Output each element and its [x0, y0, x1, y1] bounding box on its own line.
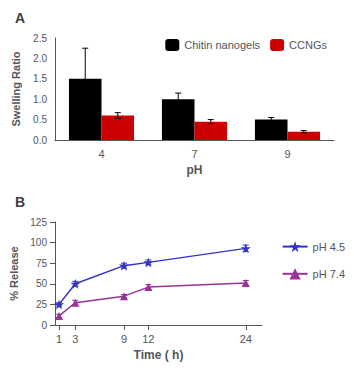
svg-text:pH: pH — [187, 163, 203, 177]
svg-text:75: 75 — [36, 258, 48, 269]
svg-text:1.5: 1.5 — [33, 73, 47, 84]
svg-text:B: B — [15, 194, 25, 210]
svg-text:Time ( h): Time ( h) — [134, 348, 184, 362]
svg-text:1.0: 1.0 — [33, 94, 47, 105]
svg-text:24: 24 — [240, 333, 252, 345]
svg-text:50: 50 — [36, 278, 48, 289]
svg-text:0.0: 0.0 — [33, 135, 47, 146]
svg-text:4: 4 — [98, 148, 104, 160]
svg-text:CCNGs: CCNGs — [289, 39, 327, 51]
svg-text:9: 9 — [284, 148, 290, 160]
svg-text:0.5: 0.5 — [33, 114, 47, 125]
svg-text:2.5: 2.5 — [33, 33, 47, 44]
svg-text:0: 0 — [41, 320, 47, 331]
svg-text:% Release: % Release — [8, 246, 20, 300]
svg-text:9: 9 — [121, 333, 127, 345]
svg-text:Swelling Ratio: Swelling Ratio — [10, 51, 22, 126]
svg-text:7: 7 — [191, 148, 197, 160]
svg-text:A: A — [15, 10, 25, 26]
svg-text:3: 3 — [72, 333, 78, 345]
svg-text:Chitin nanogels: Chitin nanogels — [184, 39, 260, 51]
svg-text:25: 25 — [36, 299, 48, 310]
svg-text:12: 12 — [142, 333, 154, 345]
svg-text:100: 100 — [30, 237, 47, 248]
svg-text:125: 125 — [30, 217, 47, 228]
svg-text:pH 7.4: pH 7.4 — [313, 268, 345, 280]
svg-text:2.0: 2.0 — [33, 53, 47, 64]
svg-text:pH 4.5: pH 4.5 — [313, 241, 345, 253]
svg-text:1: 1 — [56, 333, 62, 345]
